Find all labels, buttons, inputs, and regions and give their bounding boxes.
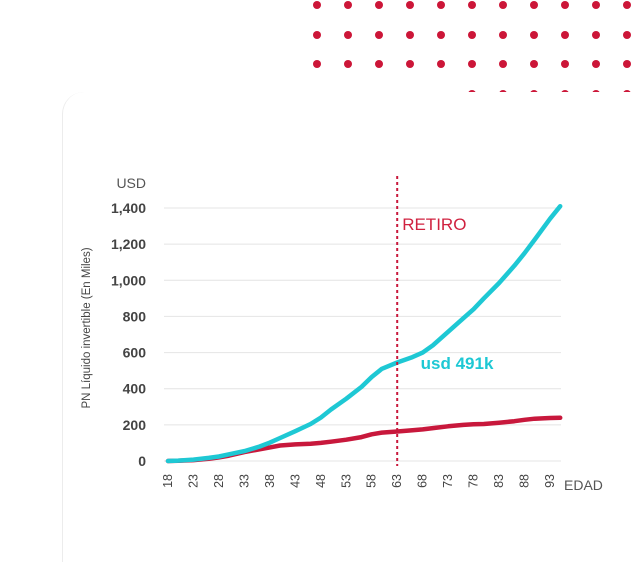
decor-dot [344, 60, 352, 68]
decor-dot [437, 31, 445, 39]
y-tick-label: 0 [138, 453, 146, 469]
decor-dot [468, 31, 476, 39]
decor-dot [499, 60, 507, 68]
x-tick-label: 83 [492, 474, 506, 488]
x-tick-label: 53 [339, 474, 353, 488]
x-tick-label: 93 [543, 474, 557, 488]
decor-dot [313, 60, 321, 68]
decor-dot [406, 60, 414, 68]
decor-dot [592, 31, 600, 39]
decor-dot [530, 1, 538, 9]
x-tick-label: 68 [416, 474, 430, 488]
y-tick-label: 200 [123, 417, 147, 433]
cyan-series-line [165, 203, 563, 464]
x-tick-label: 63 [390, 474, 404, 488]
y-tick-label: 400 [123, 381, 147, 397]
net-worth-chart: 0 200 400 600 800 1,000 1,200 1,400 18 23 28 33 38 4… [81, 175, 603, 493]
decor-dot [530, 60, 538, 68]
decor-dot [561, 60, 569, 68]
y-tick-label: 600 [123, 345, 147, 361]
decor-dot [499, 1, 507, 9]
decor-dot [561, 31, 569, 39]
decor-dot [344, 1, 352, 9]
x-tick-label: 33 [237, 474, 251, 488]
decor-dot [499, 31, 507, 39]
x-tick-label: 18 [161, 474, 175, 488]
decor-dot [623, 60, 631, 68]
y-axis-unit: USD [116, 175, 146, 191]
decor-dot [437, 1, 445, 9]
decor-dot [530, 31, 538, 39]
decor-dot [406, 31, 414, 39]
decor-dot [313, 1, 321, 9]
decor-dot [623, 1, 631, 9]
decor-dot [468, 1, 476, 9]
y-tick-label: 1,200 [111, 236, 146, 252]
x-axis-label: EDAD [564, 477, 603, 493]
y-axis-label: PN Líquido invertible (En Miles) [81, 247, 93, 408]
x-tick-label: 78 [467, 474, 481, 488]
retirement-label: RETIRO [402, 215, 466, 234]
y-tick-label: 800 [123, 308, 147, 324]
decor-dot [313, 31, 321, 39]
value-annotation: usd 491k [421, 354, 494, 373]
x-tick-label: 23 [186, 474, 200, 488]
x-tick-label: 73 [441, 474, 455, 488]
decor-dot [375, 31, 383, 39]
chart-card [62, 92, 632, 562]
y-tick-label: 1,400 [111, 200, 146, 216]
decor-dot [592, 1, 600, 9]
decor-dot [344, 31, 352, 39]
y-tick-label: 1,000 [111, 272, 146, 288]
x-tick-label: 48 [314, 474, 328, 488]
x-tick-label: 43 [288, 474, 302, 488]
decor-dot [623, 31, 631, 39]
x-tick-label: 38 [263, 474, 277, 488]
decor-dot [375, 60, 383, 68]
x-tick-label: 28 [212, 474, 226, 488]
decor-dot [592, 60, 600, 68]
decor-dot [561, 1, 569, 9]
x-tick-label: 58 [365, 474, 379, 488]
decor-dot [437, 60, 445, 68]
decor-dot [375, 1, 383, 9]
decor-dot [468, 60, 476, 68]
x-tick-label: 88 [518, 474, 532, 488]
decor-dot [406, 1, 414, 9]
